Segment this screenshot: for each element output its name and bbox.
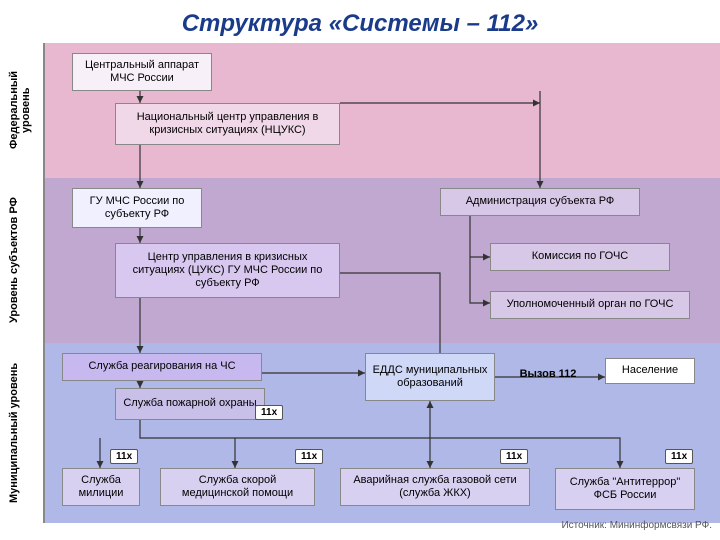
node-sluzhba-reag: Служба реагирования на ЧС — [62, 353, 262, 381]
node-label: Аварийная служба газовой сети (служба ЖК… — [347, 474, 523, 500]
node-skoraya: Служба скорой медицинской помощи — [160, 468, 315, 506]
node-label: Служба реагирования на ЧС — [88, 360, 235, 373]
level-separator — [43, 43, 45, 523]
node-label: Вызов 112 — [520, 368, 577, 381]
node-cuks: Центр управления в кризисных ситуациях (… — [115, 243, 340, 298]
node-label: Служба скорой медицинской помощи — [167, 474, 308, 500]
node-admin-subj: Администрация субъекта РФ — [440, 188, 640, 216]
node-label: Национальный центр управления в кризисны… — [122, 111, 333, 137]
node-gu-mchs: ГУ МЧС России по субъекту РФ — [72, 188, 202, 228]
node-vyzov112: Вызов 112 — [508, 363, 588, 387]
node-label: Администрация субъекта РФ — [466, 195, 615, 208]
badge-11x: 11x — [110, 449, 138, 464]
node-label: Комиссия по ГОЧС — [532, 250, 628, 263]
node-label: ГУ МЧС России по субъекту РФ — [79, 195, 195, 221]
level-label-federal: Федеральный уровень — [8, 51, 36, 170]
node-centr-apparat: Центральный аппарат МЧС России — [72, 53, 212, 91]
diagram-area: Федеральный уровень Уровень субъектов РФ… — [0, 43, 720, 533]
node-pozharn: Служба пожарной охраны — [115, 388, 265, 420]
badge-11x: 11x — [295, 449, 323, 464]
node-label: Центральный аппарат МЧС России — [79, 59, 205, 85]
node-upoln: Уполномоченный орган по ГОЧС — [490, 291, 690, 319]
node-ncuks: Национальный центр управления в кризисны… — [115, 103, 340, 145]
node-label: Служба милиции — [69, 474, 133, 500]
badge-11x: 11x — [500, 449, 528, 464]
node-label: Уполномоченный орган по ГОЧС — [507, 298, 674, 311]
level-label-subject: Уровень субъектов РФ — [8, 186, 36, 335]
node-edds: ЕДДС муниципальных образований — [365, 353, 495, 401]
node-gazovaya: Аварийная служба газовой сети (служба ЖК… — [340, 468, 530, 506]
source-caption: Источник: Мининформсвязи РФ. — [561, 520, 712, 531]
level-label-municipal: Муниципальный уровень — [8, 351, 36, 515]
node-label: Население — [622, 364, 678, 377]
node-label: Служба пожарной охраны — [123, 397, 256, 410]
node-label: Центр управления в кризисных ситуациях (… — [122, 251, 333, 291]
node-naselenie: Население — [605, 358, 695, 384]
node-label: ЕДДС муниципальных образований — [372, 364, 488, 390]
node-militia: Служба милиции — [62, 468, 140, 506]
badge-11x: 11x — [665, 449, 693, 464]
page-title: Структура «Системы – 112» — [0, 0, 720, 43]
node-antiterror: Служба "Антитеррор" ФСБ России — [555, 468, 695, 510]
badge-11x: 11x — [255, 405, 283, 420]
node-label: Служба "Антитеррор" ФСБ России — [562, 476, 688, 502]
node-komissia: Комиссия по ГОЧС — [490, 243, 670, 271]
